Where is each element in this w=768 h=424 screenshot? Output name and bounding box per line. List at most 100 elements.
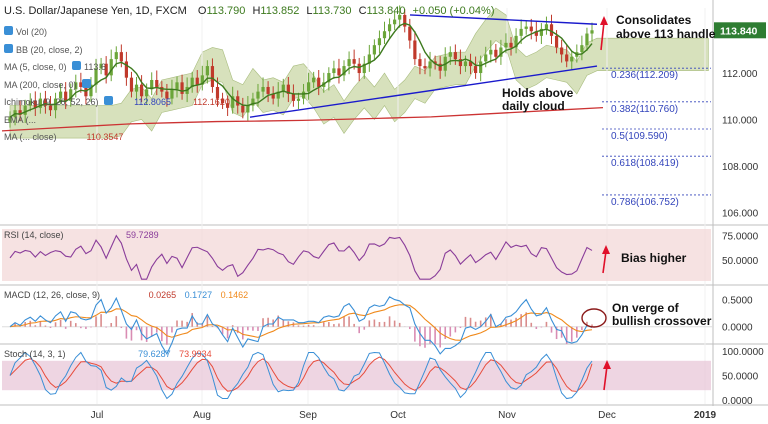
- indicator-ma5[interactable]: MA (5, close, 0) 113.6: [4, 59, 230, 77]
- candle-body: [190, 77, 194, 87]
- candle-body: [342, 66, 346, 76]
- eye-icon[interactable]: [4, 43, 13, 53]
- ohlc-high: 113.852: [260, 5, 300, 17]
- candle-body: [403, 14, 407, 27]
- candle-body: [291, 93, 296, 101]
- macd-tick-label: 0.5000: [722, 296, 753, 307]
- candle-body: [448, 52, 452, 57]
- price-tick-label: 108.000: [722, 162, 759, 173]
- candle-body: [74, 82, 78, 90]
- ma200-line: [1, 106, 604, 132]
- fib-label: 0.382(110.760): [611, 104, 678, 115]
- candle-body: [139, 84, 144, 97]
- candle-body: [296, 98, 301, 101]
- candle-body: [382, 31, 387, 39]
- candle-body: [99, 63, 103, 69]
- candle-body: [134, 84, 139, 92]
- candle-body: [357, 63, 361, 74]
- candle-body: [23, 105, 27, 115]
- candle-body: [585, 33, 589, 46]
- candle-body: [266, 86, 270, 94]
- stoch-k-value: 79.6287: [138, 349, 171, 359]
- candle-body: [463, 61, 468, 67]
- candle-body: [205, 66, 209, 76]
- candle-body: [327, 73, 331, 83]
- arrow-up-icon-head: [603, 360, 611, 369]
- macd-hist-value: 0.0265: [148, 290, 177, 300]
- indicator-bb[interactable]: BB (20, close, 2): [4, 42, 230, 60]
- ohlc-close-key: C: [358, 5, 367, 17]
- candle-body: [352, 59, 356, 64]
- ichimoku-value: 112.8065: [134, 97, 171, 107]
- candle-body: [317, 77, 321, 87]
- indicator-vol[interactable]: Vol (20): [4, 24, 230, 42]
- candle-body: [570, 56, 574, 62]
- indicator-ma200[interactable]: MA (200, close, 0): [4, 77, 230, 95]
- macd-line-value: 0.1727: [184, 290, 213, 300]
- crossover-circle: [581, 308, 607, 328]
- candle-body: [129, 77, 134, 92]
- ma-close-value: 110.3547: [86, 132, 124, 142]
- stoch-label[interactable]: Stoch (14, 3, 1): [4, 349, 66, 359]
- indicator-ma-close[interactable]: MA (... close) 110.3547: [4, 129, 230, 147]
- candle-body: [33, 100, 37, 108]
- eye-icon[interactable]: [72, 61, 82, 70]
- candle-body: [261, 86, 265, 92]
- candle-body: [499, 47, 503, 57]
- indicator-ma200-label: MA (200, close, 0): [4, 79, 77, 90]
- ohlc-close: 113.840: [366, 5, 406, 17]
- candle-body: [155, 80, 159, 87]
- candle-body: [509, 42, 513, 48]
- price-tick-label: 106.000: [722, 208, 759, 219]
- ichimoku-value2: 112.1620: [192, 97, 230, 107]
- candle-body: [89, 84, 93, 97]
- candle-body: [337, 68, 341, 76]
- arrow-up-icon-head: [602, 245, 610, 254]
- arrow-up-icon: [602, 250, 607, 274]
- candle-body: [549, 24, 554, 36]
- time-tick-label: Aug: [193, 410, 211, 421]
- rsi-label[interactable]: RSI (14, close): [4, 230, 64, 240]
- time-tick-label: 2019: [694, 410, 717, 421]
- candle-body: [195, 77, 199, 85]
- candle-body: [453, 52, 457, 60]
- candle-body: [433, 61, 437, 64]
- arrow-up-icon: [600, 21, 605, 51]
- candle-body: [534, 31, 538, 36]
- candle-body: [418, 59, 422, 67]
- rsi-value: 59.7289: [126, 230, 159, 240]
- macd-label[interactable]: MACD (12, 26, close, 9): [4, 290, 101, 300]
- eye-icon[interactable]: [4, 26, 13, 35]
- indicator-ema[interactable]: EMA (...: [4, 112, 230, 130]
- ohlc-change: +0.050 (+0.04%): [412, 5, 495, 17]
- ohlc-high-key: H: [252, 5, 261, 17]
- fib-label: 0.786(106.752): [611, 197, 679, 208]
- candle-body: [474, 66, 478, 74]
- candle-body: [276, 91, 280, 99]
- candle-body: [165, 91, 169, 99]
- candle-body: [565, 54, 569, 62]
- candle-body: [372, 45, 376, 55]
- annotation-holds-l2: daily cloud: [502, 99, 565, 113]
- candle-body: [554, 35, 559, 48]
- annotation-verge: On verge of bullish crossover: [612, 302, 711, 328]
- annotation-verge-l2: bullish crossover: [612, 314, 712, 328]
- candle-body: [145, 89, 149, 97]
- indicator-ema-label: EMA (...: [4, 114, 37, 125]
- candle-body: [423, 66, 427, 69]
- eye-icon[interactable]: [104, 96, 114, 105]
- arrow-up-icon-head: [600, 16, 608, 25]
- stoch-tick-label: 50.0000: [722, 372, 759, 383]
- candle-body: [286, 84, 290, 94]
- rsi-tick-label: 50.0000: [722, 256, 759, 267]
- candle-body: [539, 28, 543, 36]
- symbol-title[interactable]: U.S. Dollar/Japanese Yen, 1D, FXCM: [4, 5, 187, 17]
- eye-icon[interactable]: [82, 78, 92, 88]
- candle-body: [367, 54, 371, 64]
- support-trendline: [249, 65, 598, 118]
- candle-body: [180, 82, 184, 94]
- indicator-ichimoku[interactable]: Ichimoku (9, 26, 52, 26) 112.8065 112.162…: [4, 94, 230, 112]
- candle-body: [231, 96, 235, 108]
- candle-body: [79, 82, 83, 87]
